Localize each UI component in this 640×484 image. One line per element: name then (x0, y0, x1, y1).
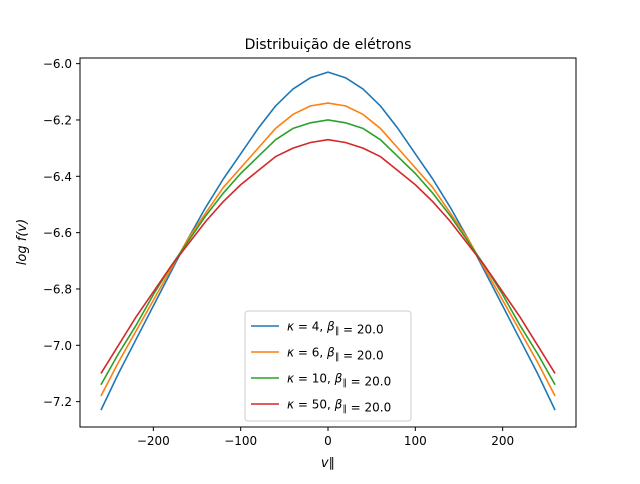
x-tick-label: 0 (324, 434, 332, 448)
legend-entry-2: κ = 10, β∥ = 20.0 (287, 372, 391, 389)
x-axis-label: v∥ (321, 456, 335, 471)
x-tick-label: −100 (224, 434, 257, 448)
y-axis: −6.0 −6.2 −6.4 −6.6 −6.8 −7.0 −7.2 (43, 57, 80, 409)
y-tick-label: −6.4 (43, 170, 72, 184)
y-tick-label: −6.0 (43, 57, 72, 71)
legend-entry-1: κ = 6, β∥ = 20.0 (287, 346, 384, 363)
y-tick-label: −7.0 (43, 339, 72, 353)
y-tick-label: −6.2 (43, 113, 72, 127)
y-axis-label: log f(v) (15, 219, 30, 265)
series-line-0 (100, 71, 556, 411)
legend: κ = 4, β∥ = 20.0 κ = 6, β∥ = 20.0 κ = 10, … (244, 310, 412, 422)
series-layer (100, 71, 556, 411)
x-axis: −200 −100 0 100 200 (137, 427, 514, 448)
y-tick-label: −6.6 (43, 226, 72, 240)
legend-box (244, 310, 412, 422)
series-line-3 (100, 138, 556, 374)
legend-entry-0: κ = 4, β∥ = 20.0 (287, 320, 384, 337)
x-tick-label: 100 (404, 434, 427, 448)
y-tick-label: −7.2 (43, 395, 72, 409)
y-tick-label: −6.8 (43, 282, 72, 296)
legend-entry-3: κ = 50, β∥ = 20.0 (287, 398, 391, 415)
x-tick-label: 200 (491, 434, 514, 448)
axis-labels: v∥ log f(v) (15, 219, 335, 471)
x-tick-label: −200 (137, 434, 170, 448)
chart-title: Distribuição de elétrons (245, 37, 412, 53)
